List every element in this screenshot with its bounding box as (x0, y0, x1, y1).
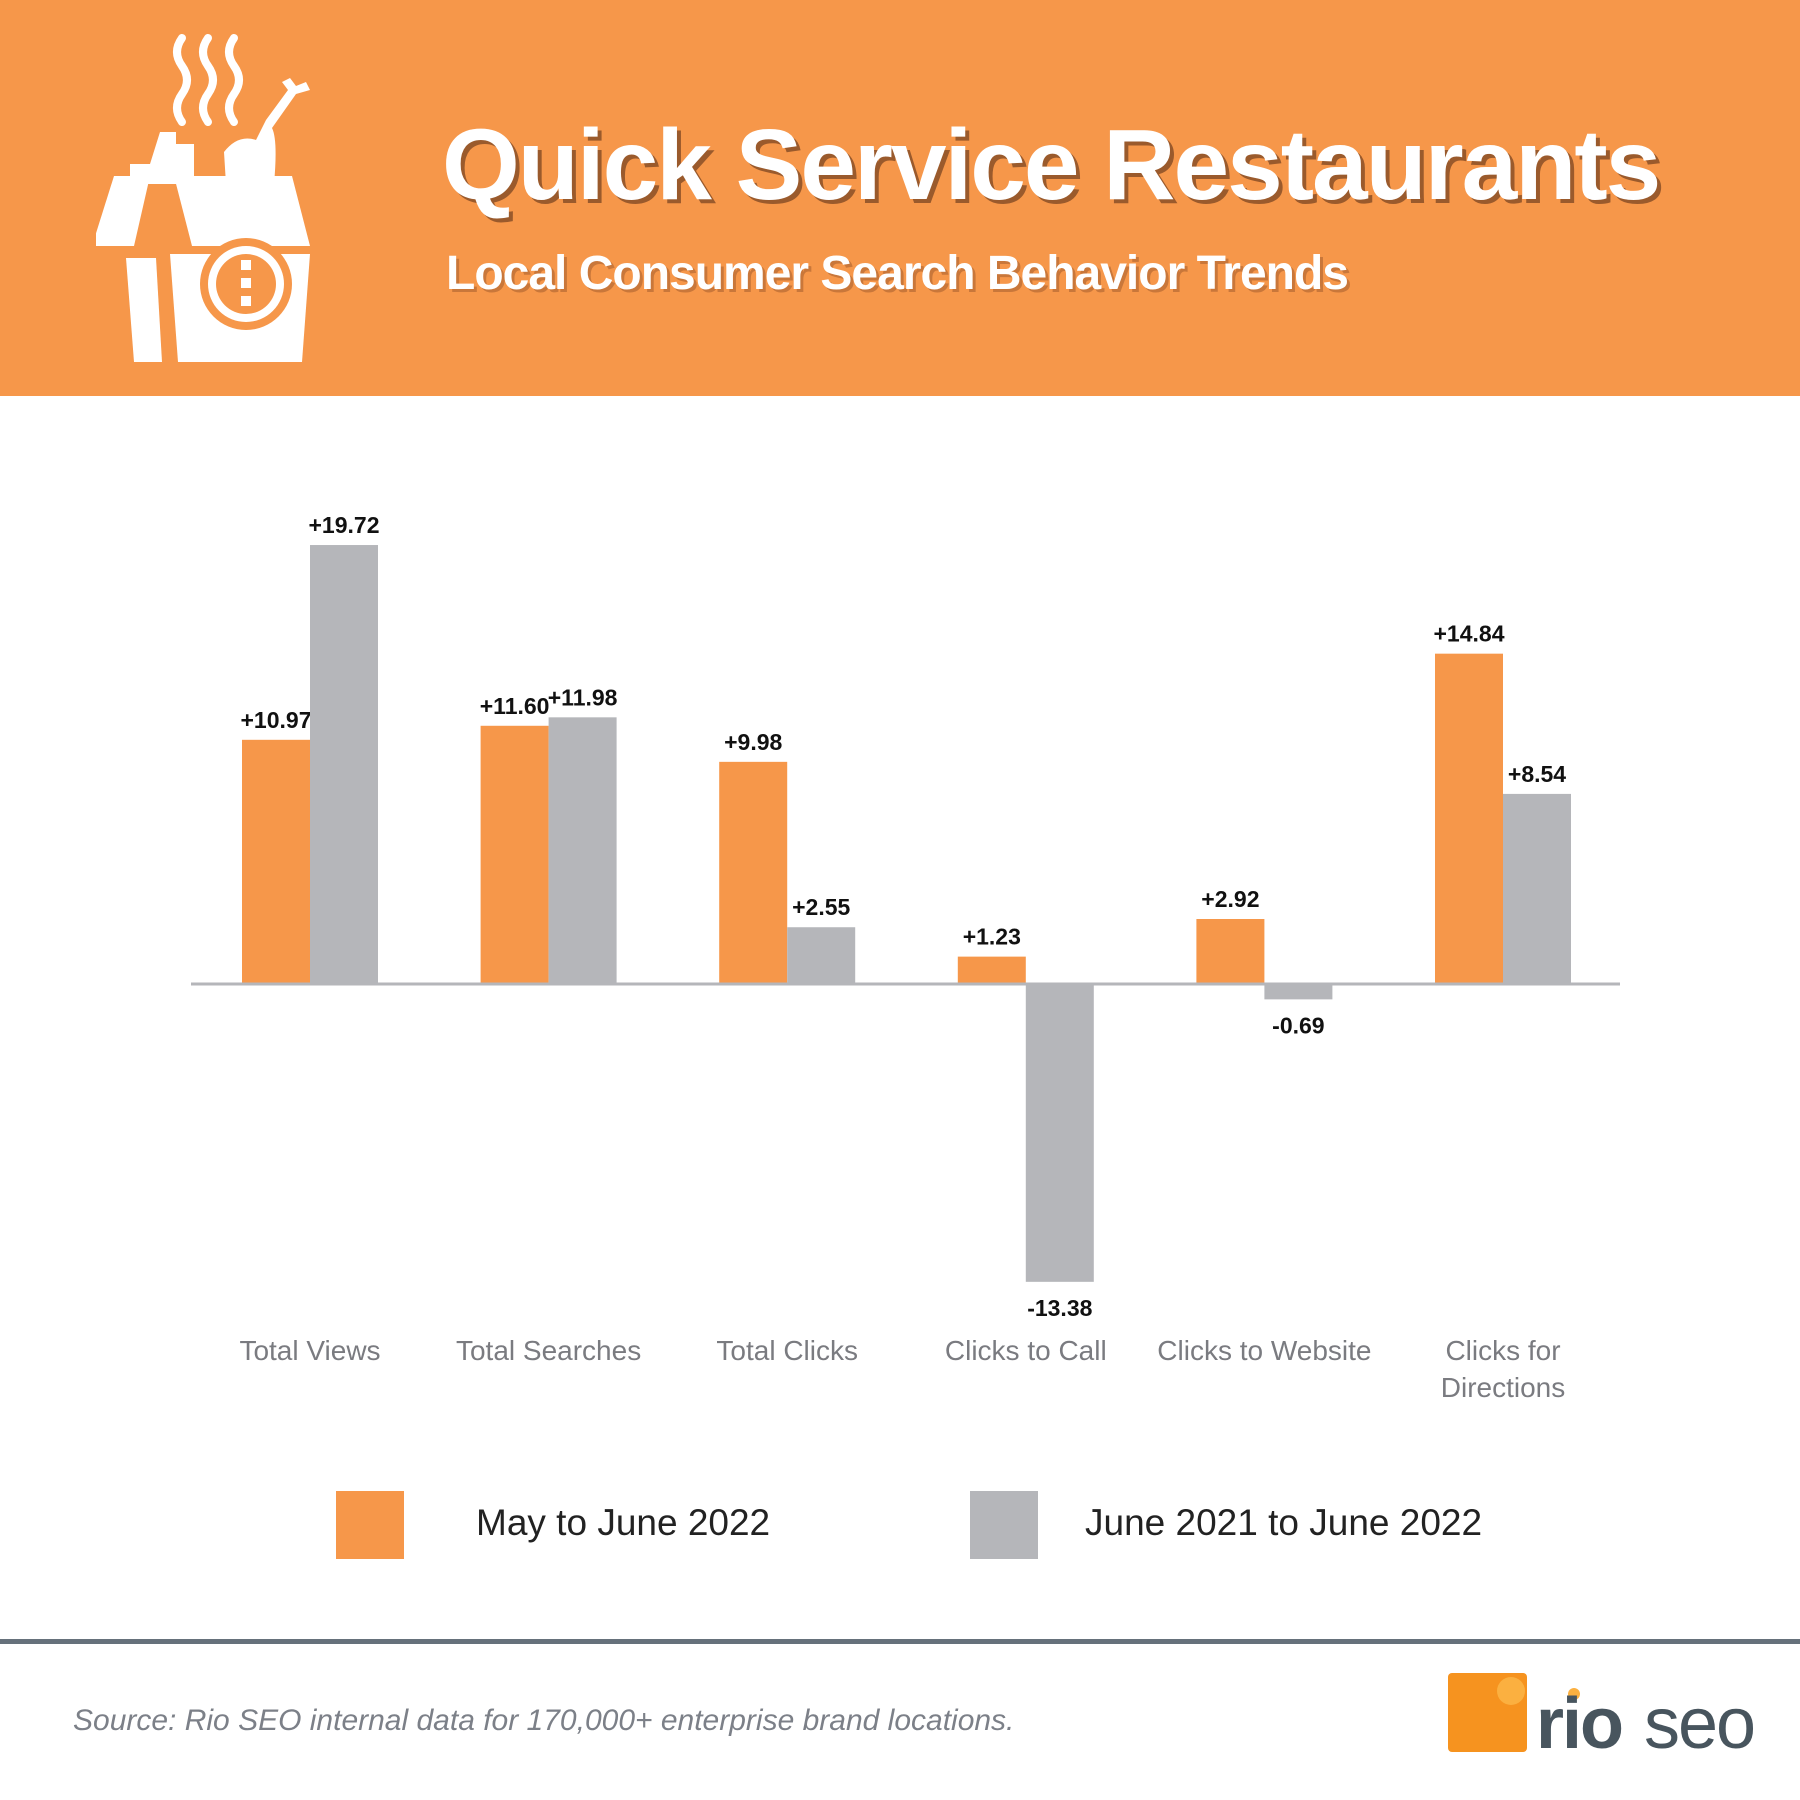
svg-text:seo: seo (1644, 1684, 1754, 1758)
data-label: +1.23 (963, 924, 1021, 950)
bar-june-2021-2022 (310, 545, 378, 984)
data-label: -0.69 (1272, 1012, 1324, 1038)
bar-may-june-2022 (719, 761, 788, 984)
svg-text:rio: rio (1536, 1684, 1622, 1758)
data-label: +11.98 (548, 684, 618, 710)
bar-may-june-2022 (480, 725, 549, 984)
category-label: Total Views (239, 1335, 380, 1366)
category-label: Clicks for (1445, 1335, 1560, 1366)
data-label: +8.54 (1508, 761, 1566, 787)
data-label: +19.72 (309, 512, 380, 538)
data-label: +14.84 (1434, 621, 1505, 647)
bar-june-2021-2022 (787, 927, 856, 984)
data-label: +2.55 (792, 894, 850, 920)
bar-june-2021-2022 (548, 717, 617, 984)
bar-may-june-2022 (1196, 919, 1265, 984)
bar-may-june-2022 (1435, 653, 1503, 984)
footer-divider (0, 1639, 1800, 1644)
data-label: +11.60 (480, 693, 550, 719)
bar-may-june-2022 (957, 956, 1026, 984)
takeout-box-icon (96, 34, 310, 362)
bar-june-2021-2022 (1264, 984, 1333, 1000)
category-label: Clicks to Call (945, 1335, 1107, 1366)
category-label: Total Searches (456, 1335, 641, 1366)
page-subtitle: Local Consumer Search Behavior Trends (446, 247, 1349, 300)
legend-label-june-2021-2022: June 2021 to June 2022 (1085, 1502, 1483, 1543)
category-label: Directions (1441, 1372, 1565, 1403)
category-label: Clicks to Website (1157, 1335, 1371, 1366)
category-label: Total Clicks (716, 1335, 858, 1366)
source-note: Source: Rio SEO internal data for 170,00… (73, 1704, 1015, 1737)
bar-may-june-2022 (242, 739, 310, 984)
legend-swatch-june-2021-2022 (970, 1491, 1038, 1559)
legend-label-may-june-2022: May to June 2022 (476, 1502, 771, 1543)
legend-swatch-may-june-2022 (336, 1491, 404, 1559)
data-label: +2.92 (1201, 886, 1259, 912)
bar-chart: +10.97 +19.72 Total Views +11.60+11.98 Total… (191, 512, 1620, 1403)
data-label: +10.97 (241, 707, 312, 733)
header-banner: Quick Service Restaurants Local Consumer… (0, 0, 1800, 396)
rio-seo-logo: rio seo (1448, 1673, 1756, 1758)
data-label: +9.98 (724, 729, 782, 755)
page-title: Quick Service Restaurants (442, 109, 1661, 221)
bar-june-2021-2022 (1025, 984, 1094, 1282)
data-label: -13.38 (1027, 1295, 1092, 1321)
bar-june-2021-2022 (1503, 793, 1571, 984)
